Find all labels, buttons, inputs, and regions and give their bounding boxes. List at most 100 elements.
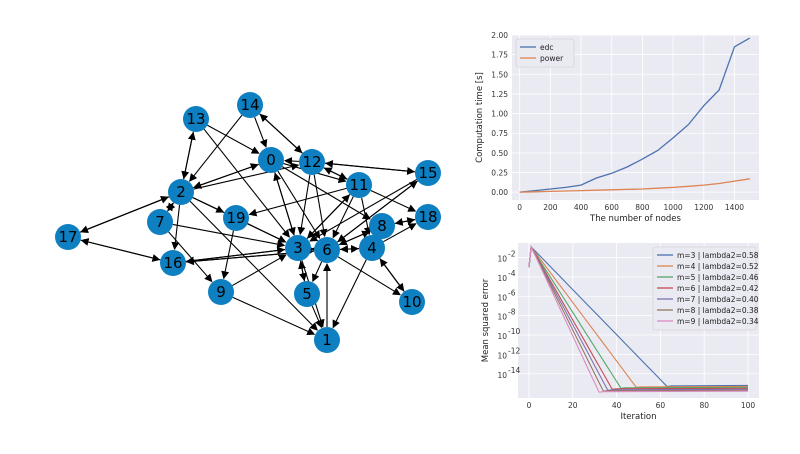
y-tick-label: 1.50 [491,70,508,79]
graph-node-14: 14 [237,92,263,118]
graph-node-13: 13 [183,106,209,132]
legend-entry: m=3 | lambda2=0.58 [677,251,759,260]
graph-edge-17-2 [79,196,169,233]
graph-node-circle [223,205,249,231]
graph-node-circle [299,149,325,175]
graph-edge-5-3 [298,260,306,282]
graph-node-7: 7 [147,209,173,235]
series-line-6 [528,245,749,390]
y-tick-base: 10 [497,371,507,380]
y-tick-exponent: -14 [508,366,520,375]
y-tick-exponent: -12 [508,346,520,355]
graph-edge-12-0 [283,157,300,166]
y-tick-label: 0.50 [491,149,508,158]
x-tick-label: 1400 [725,203,744,212]
legend: m=3 | lambda2=0.58 m=4 | lambda2=0.52 m=5 … [652,246,759,331]
y-tick-base: 10 [497,255,507,264]
legend-entry: m=9 | lambda2=0.34 [677,317,759,326]
graph-node-0: 0 [258,147,284,173]
graph-node-8: 8 [369,213,395,239]
y-tick-label: 0.75 [491,129,508,138]
graph-node-circle [314,327,340,353]
graph-edge-2-16 [171,204,181,251]
x-tick-label: 60 [656,401,666,410]
graph-node-label: 19 [226,209,245,227]
graph-node-label: 1 [322,331,332,349]
legend: edc power [515,38,575,68]
legend-entry: edc [540,43,554,52]
graph-edge-6-10 [337,256,401,296]
graph-node-label: 0 [266,151,276,169]
legend-entry: m=5 | lambda2=0.46 [677,273,759,282]
graph-edge-4-1 [332,259,367,329]
graph-node-circle [237,92,263,118]
graph-node-label: 5 [302,285,312,303]
graph-node-label: 7 [155,213,165,231]
y-tick-label: 1.00 [491,110,508,119]
graph-edge-2-13 [183,131,196,180]
graph-edge-11-19 [248,187,347,217]
y-tick-exponent: -6 [508,288,516,297]
graph-edge-13-3 [203,128,290,238]
series-line-5 [528,245,749,389]
graph-node-circle [208,279,234,305]
legend-box [652,246,757,331]
graph-edge-9-3 [232,254,287,287]
graph-node-circle [369,213,395,239]
graph-edge-19-9 [221,230,234,280]
graph-edge-2-12 [193,162,300,190]
graph-edge-2-1 [189,200,318,331]
y-axis-label: Mean squared error [481,278,491,362]
series-line-9 [528,244,749,393]
graph-node-4: 4 [359,235,385,261]
graph-edge-0-6 [277,170,321,239]
legend-entry: m=7 | lambda2=0.40 [677,295,759,304]
graph-node-label: 9 [216,283,226,301]
x-tick-label: 100 [741,401,756,410]
x-tick-label: 200 [543,203,558,212]
graph-node-16: 16 [160,250,186,276]
graph-edge-2-7 [167,202,176,212]
graph-edge-4-6 [339,245,360,254]
graph-node-17: 17 [55,224,81,250]
series-line-edc [519,37,751,193]
graph-node-label: 4 [367,239,377,257]
legend-box [515,38,575,68]
series-line-8 [528,244,749,392]
graph-edge-14-0 [254,116,268,148]
graph-edge-0-8 [281,166,371,220]
y-tick-label: 1.25 [491,90,508,99]
x-tick-label: 40 [612,401,622,410]
graph-node-label: 17 [58,228,77,246]
graph-edge-16-3 [185,246,286,262]
graph-node-3: 3 [285,235,311,261]
x-tick-label: 0 [517,203,522,212]
x-axis-label: The number of nodes [589,214,681,224]
graph-edge-18-8 [394,218,416,226]
graph-edge-6-5 [312,261,323,283]
graph-edge-11-18 [370,189,417,212]
graph-node-label: 6 [322,241,332,259]
graph-node-circle [346,172,372,198]
series-line-power [519,178,750,193]
graph-node-6: 6 [314,237,340,263]
legend-entry: power [540,54,564,63]
graph-node-18: 18 [415,204,441,230]
graph-node-circle [415,160,441,186]
graph-node-circle [183,106,209,132]
graph-node-19: 19 [223,205,249,231]
y-tick-label: 2.00 [491,31,508,40]
graph-edge-6-15 [337,180,418,243]
graph-node-circle [147,209,173,235]
y-axis-label: Computation time [s] [475,72,485,163]
graph-node-label: 15 [418,164,437,182]
graph-edge-14-2 [189,114,243,182]
series-line-4 [528,245,749,388]
y-tick-exponent: -10 [508,327,520,336]
graph-edge-7-3 [172,223,286,249]
y-tick-base: 10 [497,332,507,341]
x-axis-label: Iteration [620,412,656,422]
